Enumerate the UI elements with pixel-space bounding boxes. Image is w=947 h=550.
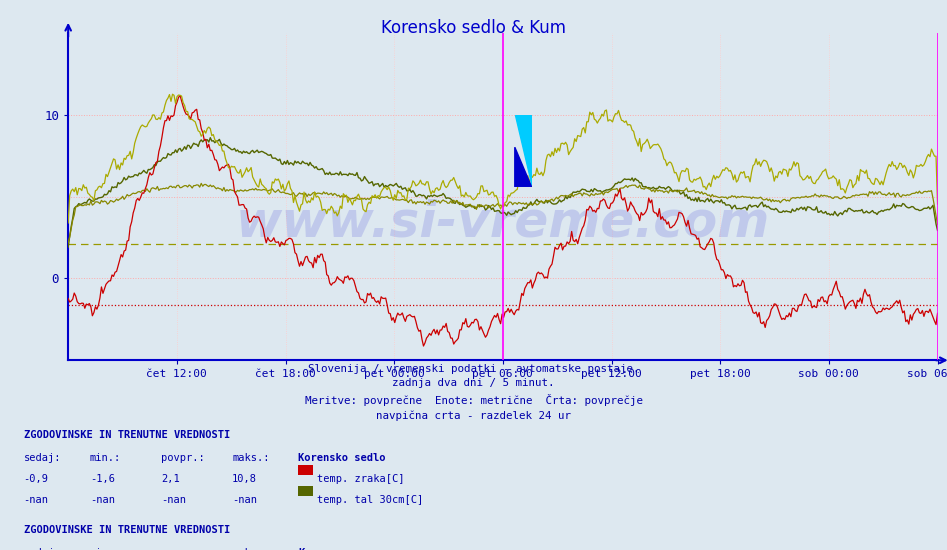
Text: www.si-vreme.com: www.si-vreme.com	[236, 199, 770, 247]
Polygon shape	[515, 147, 531, 187]
Text: -nan: -nan	[232, 495, 257, 505]
Text: ZGODOVINSKE IN TRENUTNE VREDNOSTI: ZGODOVINSKE IN TRENUTNE VREDNOSTI	[24, 430, 230, 440]
Text: -nan: -nan	[90, 495, 115, 505]
Text: -nan: -nan	[161, 495, 186, 505]
Text: -0,9: -0,9	[24, 474, 48, 484]
Text: povpr.:: povpr.:	[161, 548, 205, 550]
Text: temp. zraka[C]: temp. zraka[C]	[317, 474, 404, 484]
Text: maks.:: maks.:	[232, 453, 270, 463]
Text: min.:: min.:	[90, 453, 121, 463]
Text: Korensko sedlo & Kum: Korensko sedlo & Kum	[381, 19, 566, 37]
Text: povpr.:: povpr.:	[161, 453, 205, 463]
Text: -1,6: -1,6	[90, 474, 115, 484]
Text: temp. tal 30cm[C]: temp. tal 30cm[C]	[317, 495, 423, 505]
Text: ZGODOVINSKE IN TRENUTNE VREDNOSTI: ZGODOVINSKE IN TRENUTNE VREDNOSTI	[24, 525, 230, 535]
Text: sedaj:: sedaj:	[24, 453, 62, 463]
Text: Kum: Kum	[298, 548, 317, 550]
Text: -nan: -nan	[24, 495, 48, 505]
Text: Korensko sedlo: Korensko sedlo	[298, 453, 385, 463]
Text: 2,1: 2,1	[161, 474, 180, 484]
Text: sedaj:: sedaj:	[24, 548, 62, 550]
Text: min.:: min.:	[90, 548, 121, 550]
Text: Slovenija / vremenski podatki - avtomatske postaje.
zadnja dva dni / 5 minut.
Me: Slovenija / vremenski podatki - avtomats…	[305, 364, 642, 421]
Text: 10,8: 10,8	[232, 474, 257, 484]
Polygon shape	[515, 115, 531, 187]
Text: maks.:: maks.:	[232, 548, 270, 550]
